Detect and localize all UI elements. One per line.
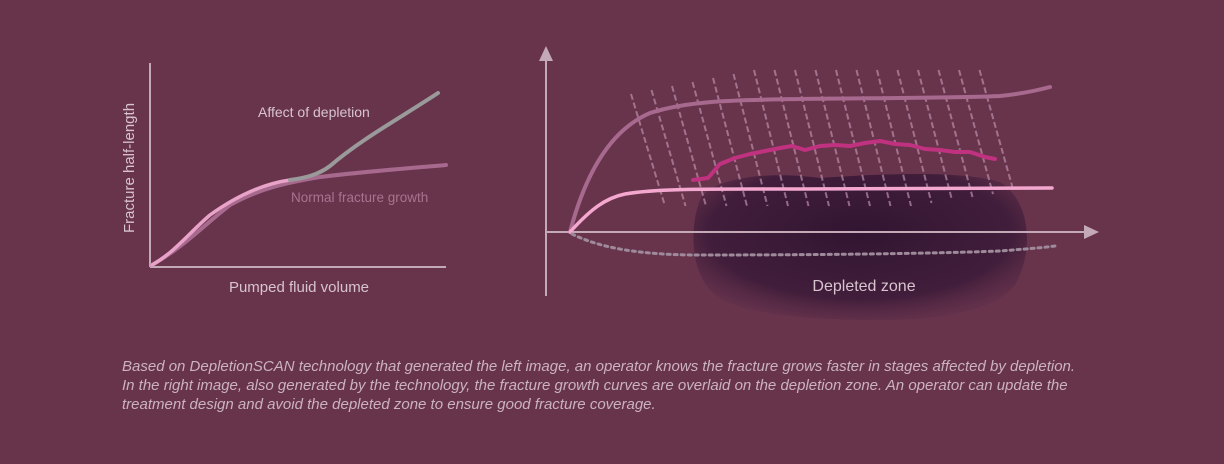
upper-fracture-curve [568, 85, 1052, 234]
hatch-line [712, 77, 748, 207]
hatch-line [876, 69, 912, 207]
dotted-curve [570, 232, 1057, 257]
normal-fracture-growth-curve [150, 163, 448, 267]
hatch-line [753, 69, 789, 207]
affect-of-depletion-label: Affect of depletion [258, 104, 370, 120]
hatch-line [814, 69, 851, 207]
hatch-line [630, 93, 666, 207]
hatch-line [773, 69, 810, 207]
depletion-fracture-path [691, 139, 997, 182]
hatch-line [732, 73, 769, 207]
right-y-arrow [539, 46, 553, 61]
affect-of-depletion-curve [288, 91, 440, 182]
hatch-line [958, 69, 994, 195]
inner-fracture-curve [568, 186, 1054, 234]
caption-text: Based on DepletionSCAN technology that g… [122, 358, 1076, 413]
hatch-line [855, 69, 892, 207]
hatch-line [794, 69, 830, 207]
left-x-axis-label: Pumped fluid volume [229, 279, 369, 296]
hatch-line [978, 69, 1015, 192]
right-x-arrow [1084, 225, 1099, 239]
left-chart: Affect of depletion Normal fracture grow… [121, 63, 448, 296]
early-growth-curve [150, 178, 292, 267]
hatch-line [835, 69, 871, 207]
hatch-line [917, 69, 953, 201]
left-y-axis-label: Fracture half-length [121, 103, 138, 233]
depleted-zone-label: Depleted zone [812, 278, 915, 295]
hatch-line [937, 69, 974, 198]
hatch-line [896, 69, 933, 204]
depleted-zone [693, 174, 1027, 321]
right-chart: Depleted zone [539, 46, 1099, 321]
normal-fracture-growth-label: Normal fracture growth [291, 190, 428, 205]
